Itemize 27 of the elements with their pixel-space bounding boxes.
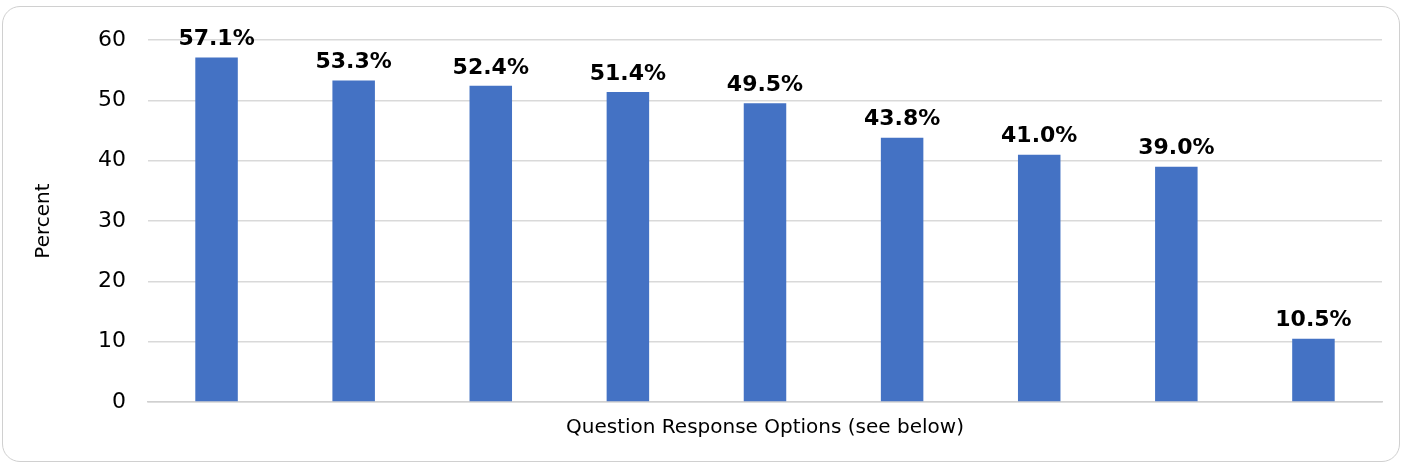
- bar: [880, 137, 924, 402]
- data-label: 10.5%: [1275, 306, 1352, 332]
- bar: [606, 91, 650, 402]
- y-tick-label: 50: [97, 86, 126, 112]
- bar: [195, 57, 238, 402]
- bar: [1292, 338, 1335, 402]
- data-label: 57.1%: [178, 25, 255, 51]
- y-tick-label: 30: [97, 206, 126, 232]
- bar: [1017, 154, 1061, 402]
- bar: [1155, 166, 1198, 402]
- bar: [332, 80, 375, 402]
- y-tick-label: 10: [97, 327, 126, 353]
- x-axis-title: Question Response Options (see below): [566, 414, 964, 439]
- y-tick-label: 60: [97, 25, 126, 51]
- y-tick-label: 0: [111, 387, 126, 413]
- data-label: 49.5%: [726, 71, 804, 97]
- y-tick-label: 20: [97, 267, 126, 293]
- y-tick-label: 40: [97, 146, 126, 172]
- data-label: 41.0%: [1001, 122, 1078, 148]
- data-label: 53.3%: [315, 48, 392, 74]
- data-label: 43.8%: [863, 105, 941, 131]
- bar: [469, 85, 513, 402]
- data-label: 51.4%: [589, 59, 667, 85]
- bar: [743, 103, 787, 402]
- data-label: 52.4%: [452, 53, 529, 79]
- y-axis-title: Percent: [30, 183, 55, 259]
- data-label: 39.0%: [1138, 134, 1215, 160]
